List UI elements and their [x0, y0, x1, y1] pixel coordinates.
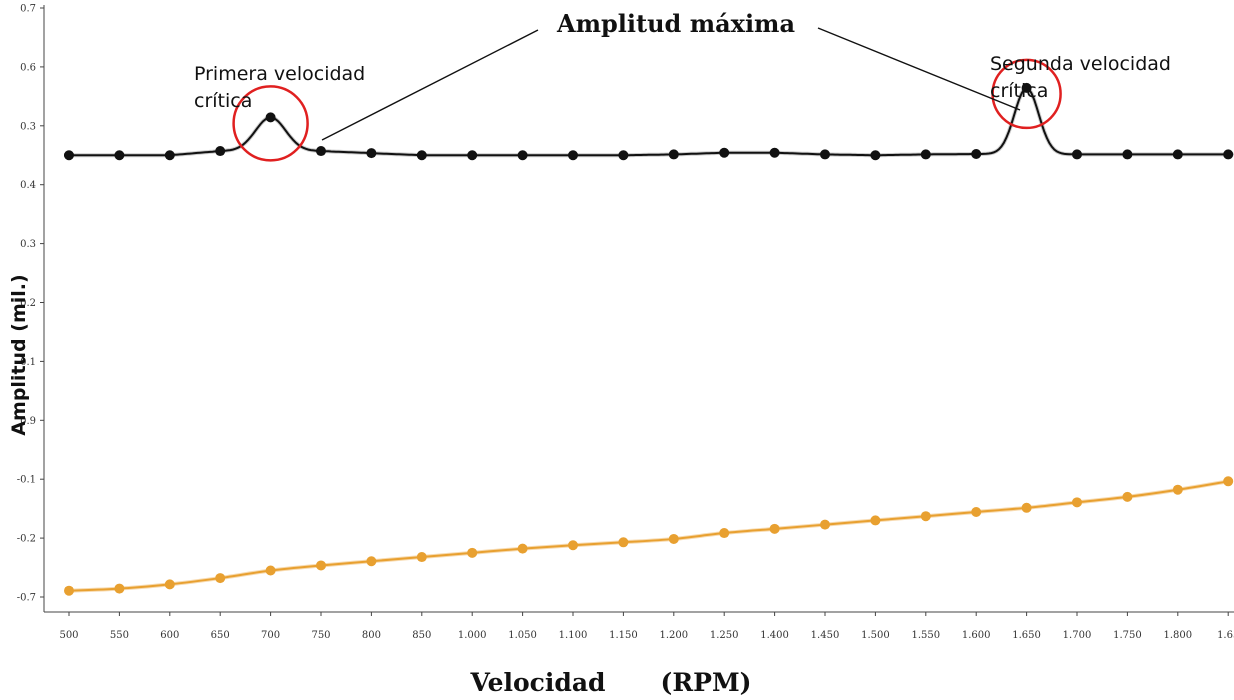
x-axis-unit-label: (RPM) [661, 668, 752, 697]
orange-series-point [1122, 491, 1133, 502]
x-tick-label: 1.700 [1063, 630, 1092, 641]
x-tick-label: 1.600 [962, 630, 991, 641]
black-series-point [467, 150, 478, 161]
x-tick-label: 1.450 [811, 630, 840, 641]
x-tick-label: 650 [211, 630, 230, 641]
orange-series-point [64, 585, 74, 596]
x-tick-label: 1.050 [508, 630, 537, 641]
orange-series-point [719, 528, 730, 539]
y-tick-label: 0.3 [20, 121, 36, 132]
black-series-point [366, 148, 377, 159]
x-tick-label: 550 [110, 630, 129, 641]
y-tick-label: 0.9 [20, 416, 36, 427]
orange-series-point [265, 565, 276, 576]
orange-series-point [366, 556, 377, 567]
annotation-label: Segunda velocidad [990, 53, 1171, 75]
orange-series-point [769, 523, 780, 534]
black-series-point [870, 150, 881, 161]
black-series-point [114, 150, 125, 161]
black-series-point [265, 112, 276, 123]
black-series-point [215, 146, 226, 157]
black-series-point [820, 149, 830, 160]
chart-title: Amplitud máxima [556, 9, 795, 38]
x-tick-label: 1.800 [1163, 630, 1192, 641]
orange-series-point [920, 511, 931, 522]
orange-series-point [1172, 484, 1183, 495]
black-series-point [719, 147, 730, 158]
orange-series-point [820, 519, 830, 530]
x-tick-label: 700 [261, 630, 280, 641]
black-series-point [971, 148, 982, 159]
y-tick-label: -0.2 [17, 534, 36, 545]
black-series-point [64, 150, 74, 161]
x-tick-label: 1.250 [710, 630, 739, 641]
orange-series-point [1021, 502, 1032, 513]
x-axis-label: Velocidad [469, 668, 605, 697]
x-tick-label: 1.400 [760, 630, 789, 641]
orange-series-point [1223, 476, 1234, 487]
black-series-point [416, 150, 427, 161]
y-axis-label: Amplitud (mil.) [8, 274, 30, 435]
x-tick-label: 1.000 [458, 630, 487, 641]
x-tick-label: 750 [311, 630, 330, 641]
orange-series-line [68, 480, 1229, 592]
annotation-label: crítica [990, 80, 1048, 102]
x-tick-label: 1.650 [1012, 630, 1041, 641]
critical-speed-circle [991, 58, 1062, 130]
orange-series-point [568, 540, 578, 551]
y-tick-label: -0.7 [17, 593, 36, 604]
black-series-point [316, 146, 326, 157]
orange-series-point [467, 547, 478, 558]
orange-series-point [416, 552, 427, 563]
x-tick-label: 1.550 [911, 630, 940, 641]
black-series-point [517, 150, 528, 161]
orange-series-point [517, 543, 528, 554]
annotation-label: Primera velocidad [194, 63, 365, 85]
critical-speed-circle [232, 85, 309, 162]
x-tick-label: 1.150 [609, 630, 638, 641]
black-series-line [64, 86, 1234, 157]
y-tick-label: 0.1 [20, 357, 36, 368]
black-series-point [1223, 149, 1234, 160]
orange-series-point [618, 537, 629, 548]
black-series-point [164, 150, 175, 161]
x-tick-label: 500 [59, 630, 78, 641]
y-tick-label: 0.6 [20, 62, 36, 73]
black-series-point [1122, 149, 1133, 160]
orange-series-point [870, 515, 881, 526]
title-leader-right [817, 27, 1021, 111]
y-tick-label: -0.1 [17, 475, 36, 486]
x-tick-label: 1.100 [559, 630, 588, 641]
orange-series-point [971, 507, 982, 518]
orange-series-point [164, 579, 175, 590]
orange-series-point [114, 583, 125, 594]
black-series-point [668, 149, 679, 160]
black-series-point [1172, 149, 1183, 160]
black-series-point [769, 147, 780, 158]
black-series-point [1072, 149, 1082, 160]
y-tick-label: 0.7 [20, 4, 36, 15]
black-series-point [1021, 82, 1032, 93]
x-tick-label: 850 [412, 630, 431, 641]
x-tick-label: 1.500 [861, 630, 890, 641]
x-tick-label: 1.750 [1113, 630, 1142, 641]
y-tick-label: 0.3 [20, 239, 36, 250]
y-tick-label: 0.2 [20, 298, 36, 309]
annotation-label: crítica [194, 90, 252, 112]
title-leader-left [321, 29, 539, 141]
x-tick-label: 1.200 [659, 630, 688, 641]
y-tick-label: 0.4 [20, 180, 36, 191]
x-tick-label: 600 [160, 630, 179, 641]
x-tick-label: 1.65 [1217, 630, 1234, 641]
orange-series-point [1072, 497, 1082, 508]
black-series-point [568, 150, 578, 161]
orange-series-point [668, 533, 679, 544]
x-tick-label: 800 [362, 630, 381, 641]
orange-series-point [215, 573, 226, 584]
orange-series-point [316, 560, 326, 571]
black-series-point [920, 149, 931, 160]
black-series-point [618, 150, 629, 161]
